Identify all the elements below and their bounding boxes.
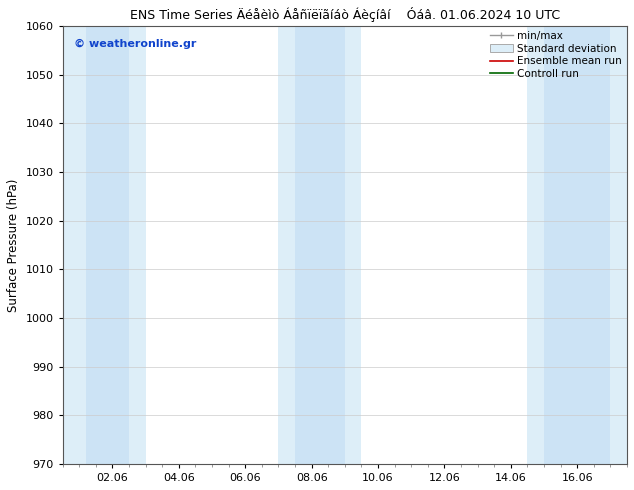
Text: © weatheronline.gr: © weatheronline.gr	[74, 39, 197, 49]
Y-axis label: Surface Pressure (hPa): Surface Pressure (hPa)	[7, 178, 20, 312]
Legend: min/max, Standard deviation, Ensemble mean run, Controll run: min/max, Standard deviation, Ensemble me…	[488, 29, 624, 81]
Bar	[295, 26, 345, 464]
Bar	[527, 26, 627, 464]
Bar	[278, 26, 361, 464]
Bar	[86, 26, 129, 464]
Bar	[63, 26, 146, 464]
Bar	[544, 26, 611, 464]
Title: ENS Time Series Äéåèìò Áåñïëïãíáò Áèçíâí    Óáâ. 01.06.2024 10 UTC: ENS Time Series Äéåèìò Áåñïëïãíáò Áèçíâí…	[130, 7, 560, 22]
